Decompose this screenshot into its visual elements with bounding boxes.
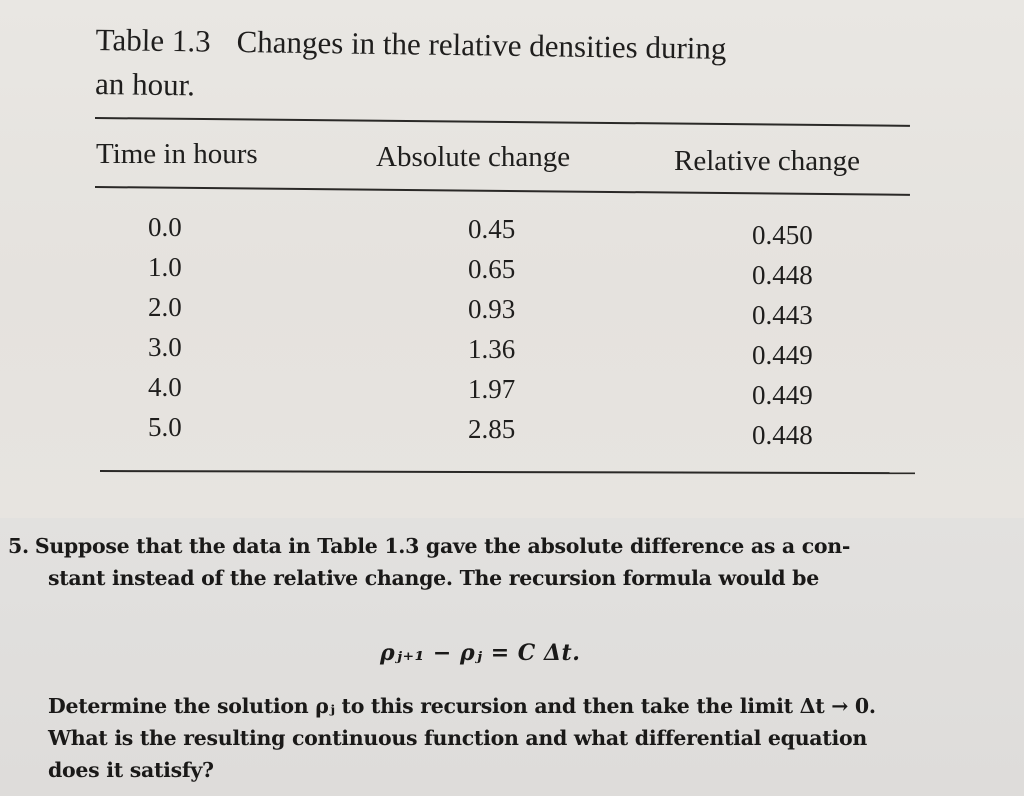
table-page-photo — [0, 0, 1024, 518]
table-row: 0.0 0.45 0.450 — [0, 212, 1024, 252]
table-caption-line2: an hour. — [94, 65, 196, 103]
cell-relative-change: 0.450 — [752, 220, 813, 250]
question-line3: does it satisfy? — [48, 758, 214, 782]
question-line1: Determine the solution ρⱼ to this recurs… — [48, 694, 876, 718]
cell-relative-change: 0.449 — [752, 340, 813, 370]
question-line2: What is the resulting continuous functio… — [48, 726, 867, 750]
table-row: 4.0 1.97 0.449 — [0, 372, 1024, 412]
exercise-question: Determine the solution ρⱼ to this recurs… — [48, 690, 988, 786]
exercise-number: 5. — [8, 534, 29, 558]
cell-relative-change: 0.443 — [752, 300, 813, 330]
cell-absolute-change: 1.36 — [468, 334, 516, 364]
cell-absolute-change: 0.93 — [468, 294, 516, 324]
cell-relative-change: 0.448 — [752, 260, 813, 290]
cell-time: 0.0 — [148, 212, 182, 242]
cell-absolute-change: 2.85 — [468, 414, 516, 444]
cell-time: 5.0 — [148, 412, 182, 442]
table-row: 5.0 2.85 0.448 — [0, 412, 1024, 452]
cell-time: 3.0 — [148, 332, 182, 362]
table-caption-line1: Changes in the relative densities during — [236, 23, 727, 66]
cell-time: 4.0 — [148, 372, 182, 402]
table-row: 2.0 0.93 0.443 — [0, 292, 1024, 332]
table-label: Table 1.3 — [95, 21, 211, 59]
exercise-line1: Suppose that the data in Table 1.3 gave … — [34, 534, 851, 558]
column-header-relative-change: Relative change — [674, 145, 860, 177]
cell-absolute-change: 0.65 — [468, 254, 516, 284]
column-header-time: Time in hours — [96, 138, 258, 170]
table-row: 1.0 0.65 0.448 — [0, 252, 1024, 292]
table-caption: Table 1.3 Changes in the relative densiti… — [95, 18, 926, 118]
column-header-absolute-change: Absolute change — [376, 141, 571, 173]
exercise-page-photo — [0, 518, 1024, 796]
recursion-formula: ρⱼ₊₁ − ρⱼ = C Δt. — [380, 640, 581, 666]
exercise-statement: 5. Suppose that the data in Table 1.3 gav… — [8, 530, 978, 594]
cell-relative-change: 0.449 — [752, 380, 813, 410]
table-row: 3.0 1.36 0.449 — [0, 332, 1024, 372]
cell-time: 1.0 — [148, 252, 182, 282]
cell-time: 2.0 — [148, 292, 182, 322]
cell-relative-change: 0.448 — [752, 420, 813, 450]
cell-absolute-change: 1.97 — [468, 374, 516, 404]
exercise-line2: stant instead of the relative change. Th… — [48, 566, 819, 590]
cell-absolute-change: 0.45 — [468, 214, 516, 244]
